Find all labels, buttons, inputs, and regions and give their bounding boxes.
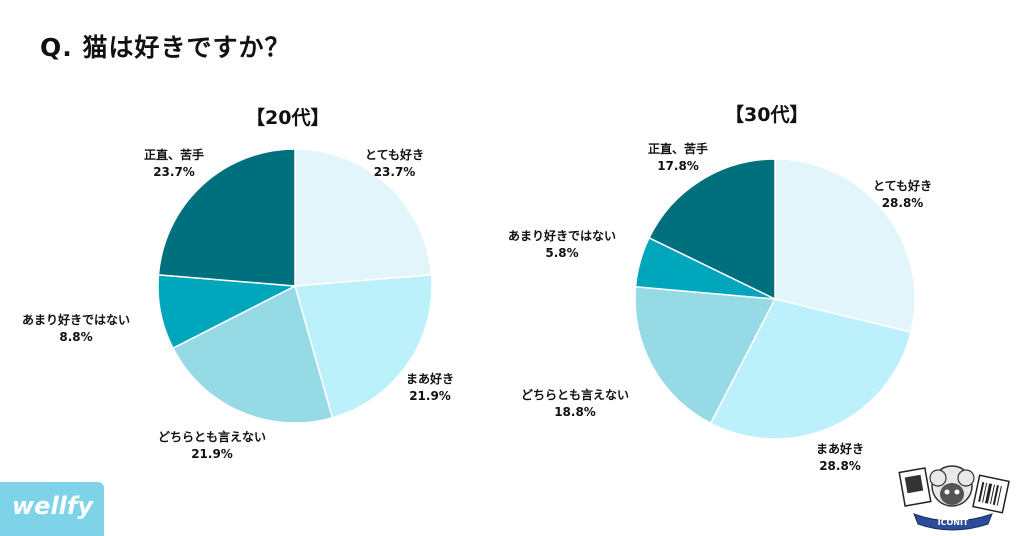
chart-title: Q. 猫は好きですか？ <box>40 33 291 62</box>
pie-slice-30s-4 <box>648 158 776 301</box>
slice-label-30s-4: 正直、苦手 17.8% <box>648 142 709 173</box>
pie-slice-30s-2 <box>634 285 777 425</box>
wellfy-logo: wellfy <box>0 482 104 536</box>
slice-label-20s-3: あまり好きではない 8.8% <box>22 313 131 344</box>
logo-text: wellfy <box>12 492 93 520</box>
pie-slice-20s-2 <box>171 284 334 424</box>
iconit-sheep-badge: ICONIT <box>898 465 1010 531</box>
slice-label-20s-1: まあ好き 21.9% <box>406 372 455 403</box>
slice-label-30s-1: まあ好き 28.8% <box>816 442 865 473</box>
pie-slice-30s-1 <box>709 298 912 440</box>
slice-label-30s-3: あまり好きではない 5.8% <box>508 229 617 260</box>
slice-label-20s-4: 正直、苦手 23.7% <box>144 148 205 179</box>
pie-slice-20s-1 <box>294 274 433 419</box>
pie-slice-20s-4 <box>157 148 296 287</box>
pie-title-30s: 【30代】 <box>725 104 809 126</box>
slice-label-20s-2: どちらとも言えない 21.9% <box>158 430 267 461</box>
pie-slice-20s-0 <box>294 148 433 287</box>
slice-label-30s-2: どちらとも言えない 18.8% <box>521 388 630 419</box>
pie-slice-30s-0 <box>774 158 916 334</box>
pie-title-20s: 【20代】 <box>246 107 330 129</box>
slice-label-30s-0: とても好き 28.8% <box>873 179 933 210</box>
slice-label-20s-0: とても好き 23.7% <box>365 148 425 179</box>
badge-text: ICONIT <box>938 518 969 527</box>
